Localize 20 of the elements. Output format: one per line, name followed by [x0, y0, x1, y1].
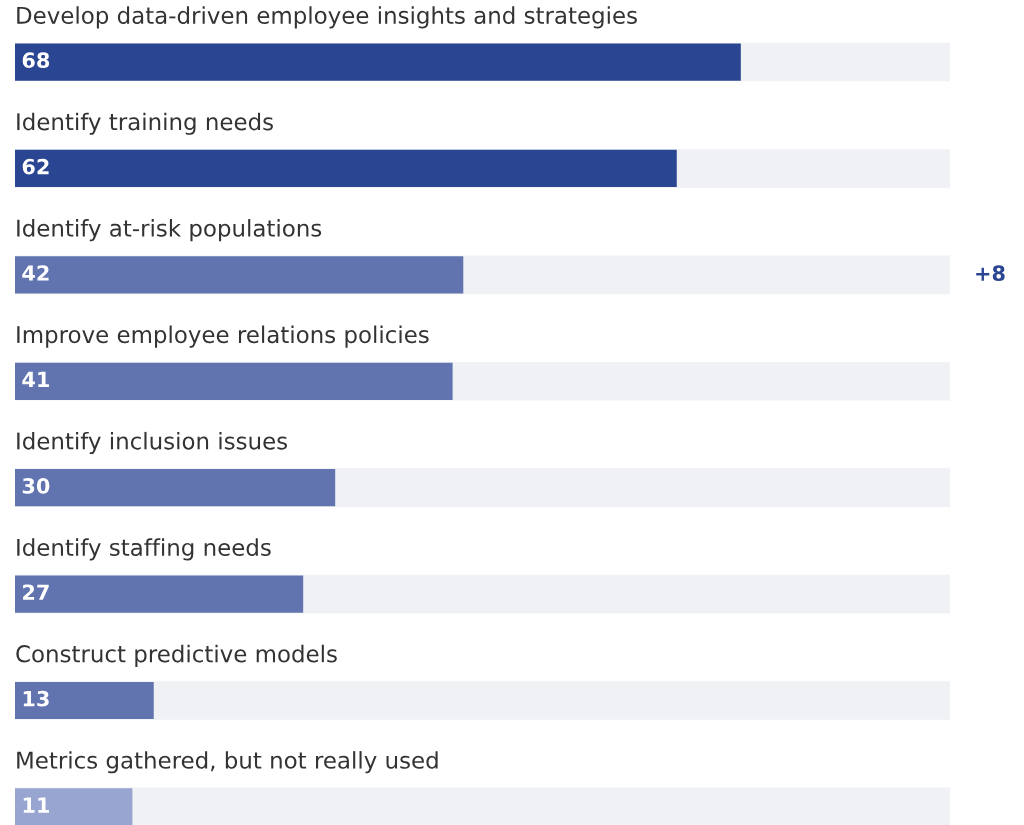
data-label: 41 [22, 371, 49, 388]
text: +8 [976, 265, 1005, 282]
bar [15, 681, 154, 720]
data-label: 42 [22, 265, 49, 281]
y-tick-label: Identify at-risk populations [17, 219, 322, 242]
y-tick-label: Identify staffing needs [17, 538, 271, 561]
y-tick-label: Identify inclusion issues [17, 431, 287, 455]
data-label: 13 [23, 690, 49, 707]
data-label: 62 [22, 158, 49, 175]
y-tick-label: Metrics gathered, but not really used [17, 751, 438, 774]
y-tick-label: Identify training needs [17, 112, 273, 135]
bar [15, 788, 133, 825]
bar [15, 575, 304, 613]
y-tick-label: Develop data-driven employee insights and strategies [17, 6, 637, 29]
data-label: 11 [23, 797, 49, 813]
y-tick-label: Improve employee relations policies [17, 325, 429, 348]
y-tick-label: Construct predictive models [16, 644, 337, 667]
data-label: 30 [22, 477, 50, 494]
data-label: 68 [22, 52, 50, 69]
data-label: 27 [23, 584, 49, 600]
